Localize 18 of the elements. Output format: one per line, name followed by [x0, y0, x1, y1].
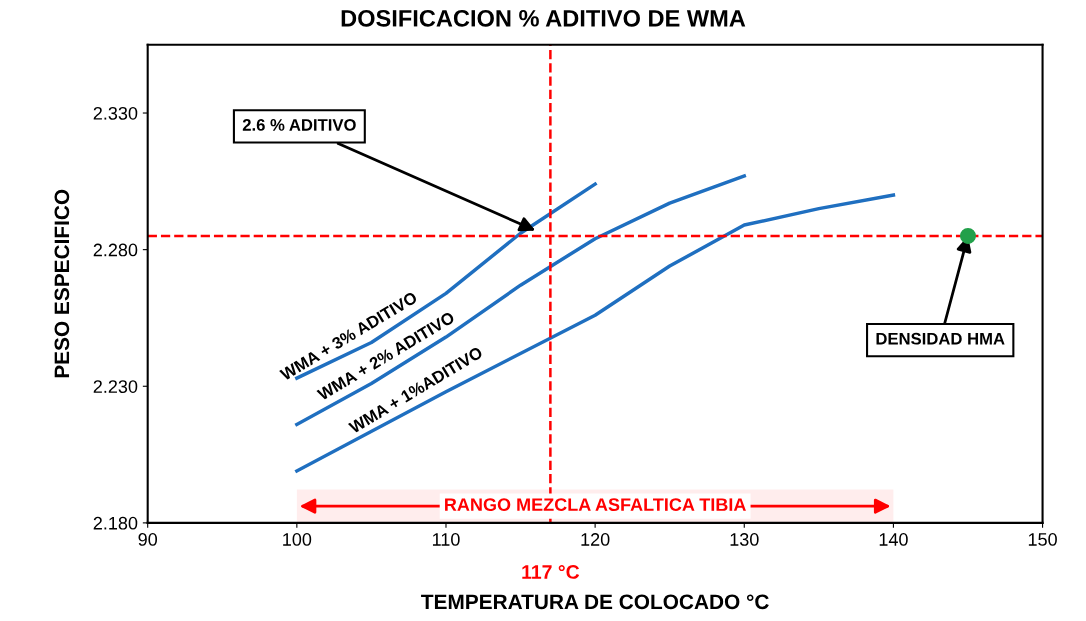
annotation: DENSIDAD HMA — [876, 332, 1005, 345]
x-tick-label: 120 — [581, 533, 610, 546]
annotation: 2.6 % ADITIVO — [242, 119, 356, 131]
y-tick-label: 2.330 — [93, 106, 138, 120]
y-tick-label: 2.230 — [93, 380, 138, 393]
chart-title: DOSIFICACION % ADITIVO DE WMA — [341, 9, 746, 27]
x-tick-label: 100 — [283, 533, 312, 546]
x-tick-label: 130 — [730, 533, 759, 546]
x-tick-label: 90 — [138, 533, 158, 546]
x-tick-label: 140 — [879, 533, 908, 546]
ref-line-label: 117 °C — [522, 565, 580, 579]
y-tick-label: 2.180 — [93, 516, 138, 530]
x-tick-label: 110 — [432, 533, 460, 546]
x-tick-label: 150 — [1028, 533, 1057, 546]
x-axis-title: TEMPERATURA DE COLOCADO °C — [421, 594, 769, 610]
y-tick-label: 2.280 — [93, 243, 138, 257]
y-axis-title: PESO ESPECIFICO — [54, 189, 70, 378]
band-label: RANGO MEZCLA ASFALTICA TIBIA — [445, 498, 746, 511]
